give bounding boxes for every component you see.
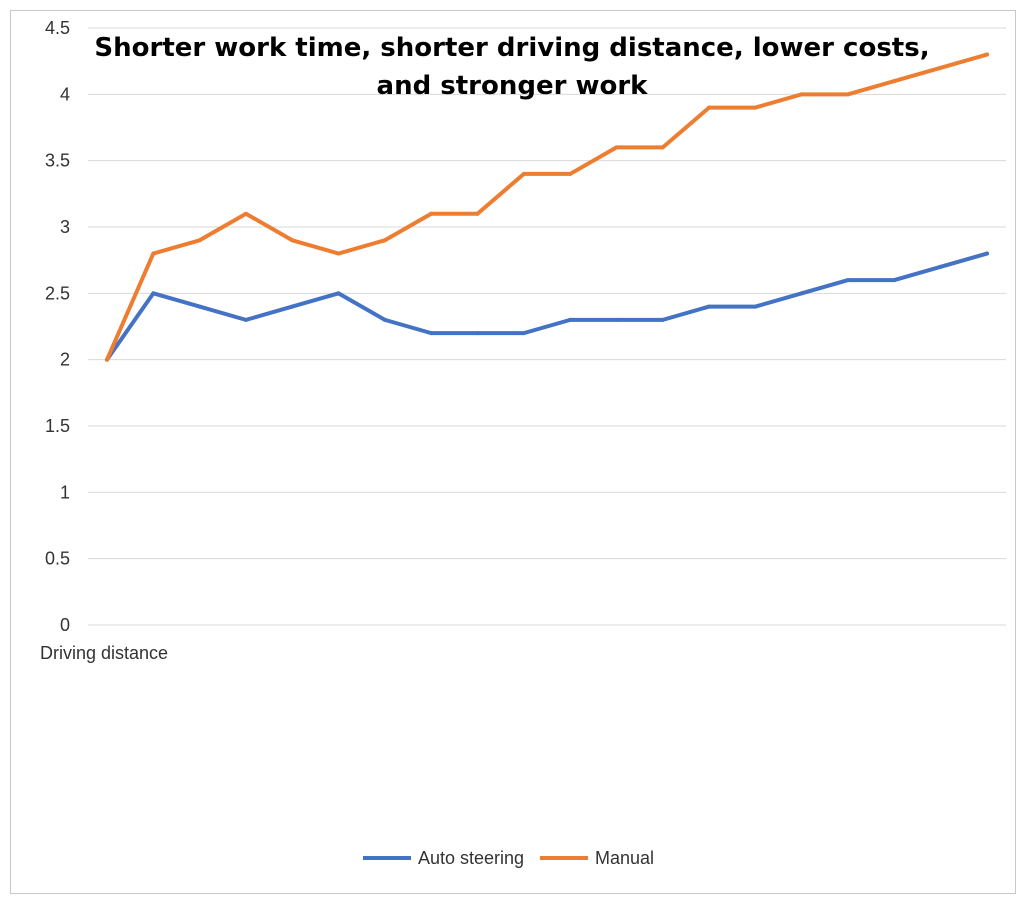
- data-point-manual: [846, 92, 851, 97]
- y-tick-label: 4.5: [45, 18, 70, 38]
- data-point-manual: [707, 105, 712, 110]
- legend-item-auto-steering[interactable]: Auto steering: [363, 848, 524, 868]
- y-tick-label: 3: [60, 217, 70, 237]
- y-tick-label: 3.5: [45, 151, 70, 171]
- chart-title-line-1: Shorter work time, shorter driving dista…: [94, 33, 929, 63]
- data-point-manual: [151, 251, 156, 256]
- data-point-manual: [660, 145, 665, 150]
- data-point-auto-steering: [521, 331, 526, 336]
- data-point-manual: [753, 105, 758, 110]
- data-point-manual: [290, 238, 295, 243]
- data-point-manual: [197, 238, 202, 243]
- data-point-manual: [938, 65, 943, 70]
- legend-item-manual[interactable]: Manual: [540, 848, 654, 868]
- series-lines: [105, 52, 989, 362]
- y-tick-label: 4: [60, 84, 70, 104]
- series-line-auto-steering[interactable]: [105, 251, 989, 362]
- y-tick-label: 2: [60, 350, 70, 370]
- y-tick-label: 1.5: [45, 416, 70, 436]
- data-point-manual: [382, 238, 387, 243]
- data-point-manual: [521, 171, 526, 176]
- y-tick-label: 1: [60, 482, 70, 502]
- data-point-auto-steering: [938, 264, 943, 269]
- data-point-auto-steering: [475, 331, 480, 336]
- data-point-auto-steering: [846, 278, 851, 283]
- gridlines: [88, 27, 1006, 560]
- legend-label-manual: Manual: [595, 848, 654, 868]
- legend-label-auto-steering: Auto steering: [418, 848, 524, 868]
- data-point-auto-steering: [243, 317, 248, 322]
- legend: Auto steering Manual: [363, 848, 654, 868]
- y-axis-ticks: 0 0.5 1 1.5 2 2.5 3 3.5 4 4.5: [45, 18, 70, 635]
- data-point-auto-steering: [568, 317, 573, 322]
- data-point-auto-steering: [336, 291, 341, 296]
- data-point-auto-steering: [985, 251, 989, 256]
- data-point-auto-steering: [799, 291, 804, 296]
- chart-frame: [10, 10, 1016, 894]
- data-point-manual: [429, 211, 434, 216]
- data-point-auto-steering: [660, 317, 665, 322]
- data-point-manual: [892, 79, 897, 84]
- data-point-auto-steering: [429, 331, 434, 336]
- series-line-manual[interactable]: [105, 52, 989, 362]
- data-point-auto-steering: [197, 304, 202, 309]
- data-point-manual: [105, 357, 109, 362]
- y-tick-label: 2.5: [45, 283, 70, 303]
- data-point-manual: [568, 171, 573, 176]
- y-tick-label: 0: [60, 615, 70, 635]
- data-point-manual: [985, 52, 989, 57]
- x-axis-label: Driving distance: [40, 643, 168, 663]
- data-point-auto-steering: [753, 304, 758, 309]
- data-point-auto-steering: [892, 278, 897, 283]
- data-point-manual: [336, 251, 341, 256]
- data-point-manual: [243, 211, 248, 216]
- data-point-auto-steering: [707, 304, 712, 309]
- chart-title-line-2: and stronger work: [377, 71, 649, 101]
- data-point-auto-steering: [151, 291, 156, 296]
- data-point-manual: [614, 145, 619, 150]
- data-point-auto-steering: [290, 304, 295, 309]
- y-tick-label: 0.5: [45, 549, 70, 569]
- data-point-manual: [799, 92, 804, 97]
- data-point-auto-steering: [382, 317, 387, 322]
- data-point-auto-steering: [614, 317, 619, 322]
- data-point-manual: [475, 211, 480, 216]
